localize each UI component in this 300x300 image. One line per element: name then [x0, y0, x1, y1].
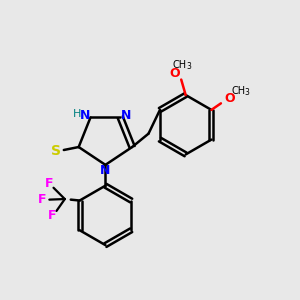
Text: F: F	[45, 177, 54, 190]
Text: N: N	[80, 109, 90, 122]
Text: F: F	[38, 193, 47, 206]
Text: F: F	[48, 209, 57, 222]
Text: S: S	[51, 145, 62, 158]
Text: N: N	[120, 109, 131, 122]
Text: H: H	[73, 109, 81, 119]
Text: 3: 3	[244, 88, 249, 98]
Text: O: O	[224, 92, 235, 105]
Text: N: N	[100, 164, 111, 177]
Text: O: O	[169, 67, 180, 80]
Text: CH: CH	[231, 86, 245, 96]
Text: CH: CH	[173, 60, 187, 70]
Text: 3: 3	[186, 62, 191, 71]
